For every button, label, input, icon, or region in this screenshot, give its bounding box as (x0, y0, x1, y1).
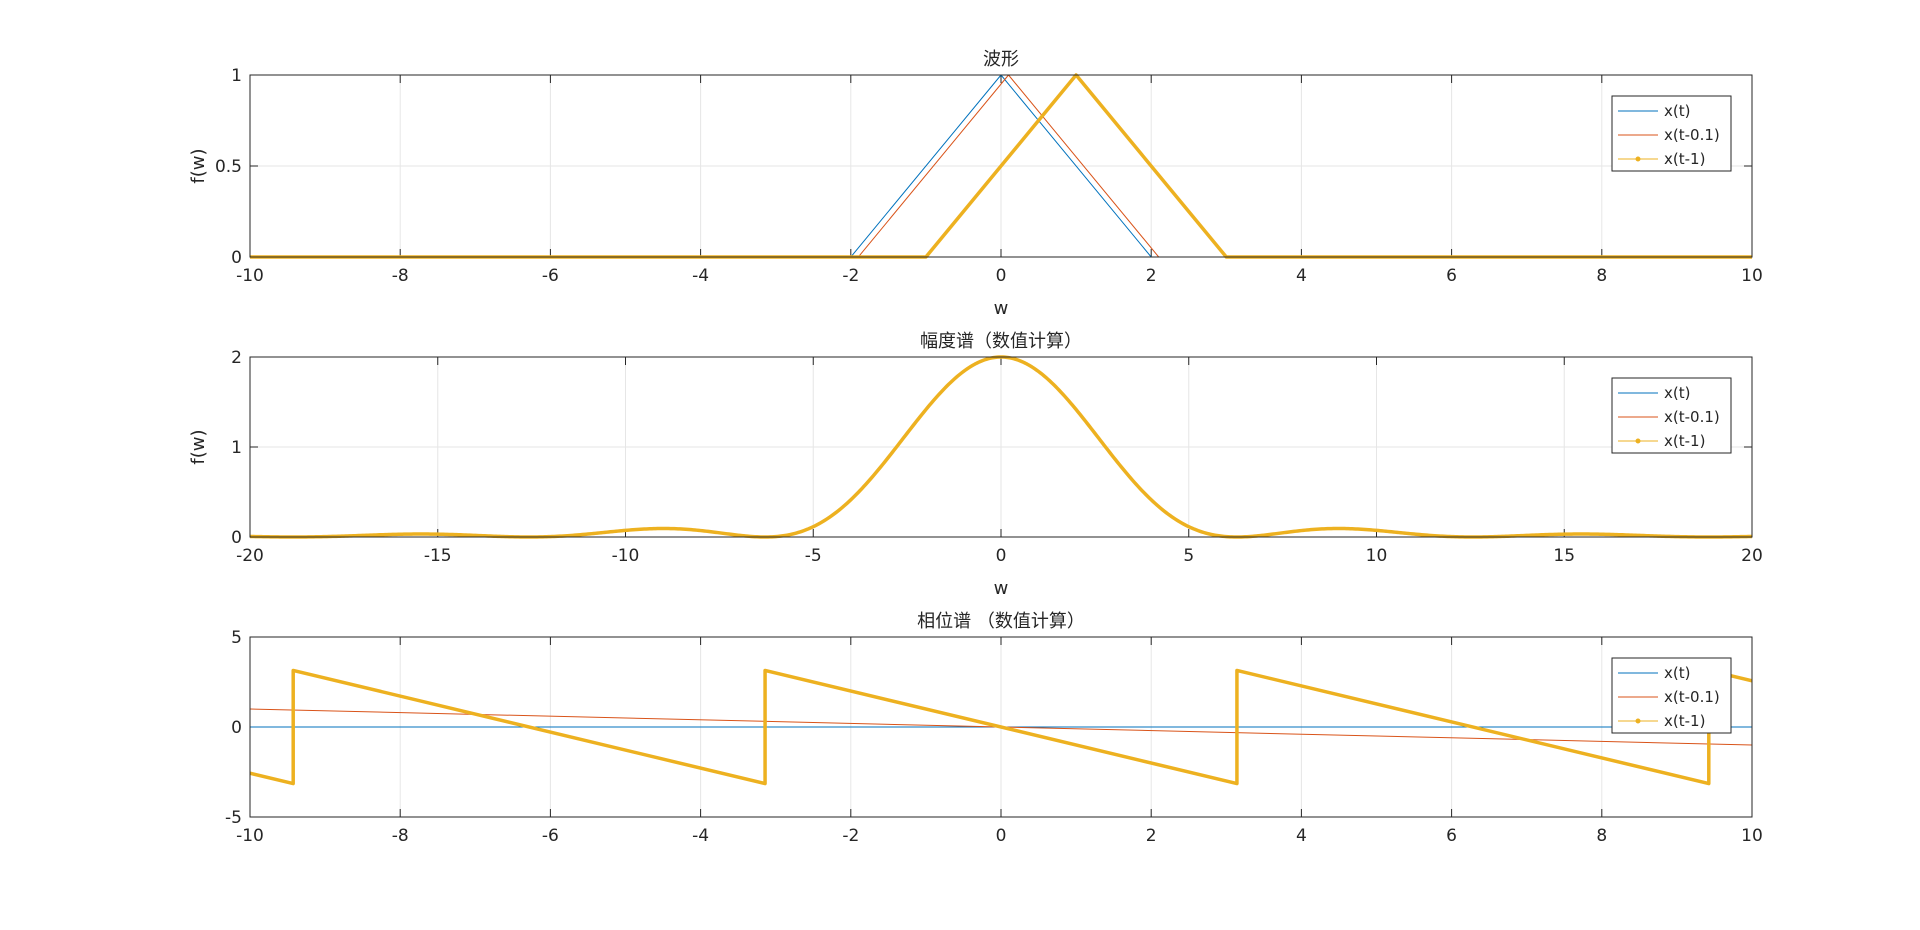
x-tick-label: 15 (1553, 546, 1575, 566)
x-tick-label: 8 (1596, 266, 1607, 286)
y-tick-label: 2 (231, 348, 242, 368)
x-tick-label: 6 (1446, 826, 1457, 846)
y-axis-label: f(w) (188, 148, 209, 183)
legend-entry: x(t-1) (1664, 432, 1705, 450)
y-tick-label: -5 (225, 808, 242, 828)
x-tick-label: -20 (236, 546, 264, 566)
x-tick-label: -10 (236, 826, 264, 846)
x-tick-label: -10 (236, 266, 264, 286)
y-tick-label: 1 (231, 66, 242, 86)
x-tick-label: -4 (692, 266, 709, 286)
y-tick-label: 5 (231, 628, 242, 648)
x-tick-label: -8 (392, 826, 409, 846)
subplot-2: -20 -15 -10 -5 0 5 10 15 20 0 1 2 幅度谱（数值计算） w f(w) x(t)… (188, 331, 1763, 599)
x-tick-label: 4 (1296, 266, 1307, 286)
subplot-3: -10 -8 -6 -4 -2 0 2 4 6 8 10 -5 0 5 相位谱 （数值计算） x(t) x(t-… (225, 611, 1763, 846)
x-axis-label: w (994, 578, 1009, 599)
legend-marker (1635, 156, 1641, 162)
axes-box (249, 74, 1753, 258)
legend-marker (1635, 438, 1641, 444)
legend-entry: x(t-0.1) (1664, 408, 1720, 426)
x-tick-label: 0 (996, 546, 1007, 566)
x-tick-label: 10 (1741, 266, 1763, 286)
x-tick-label: 2 (1146, 266, 1157, 286)
y-tick-label: 0.5 (215, 157, 242, 177)
y-tick-label: 1 (231, 438, 242, 458)
x-tick-label: 0 (996, 826, 1007, 846)
legend: x(t) x(t-0.1) x(t-1) (1611, 377, 1732, 454)
legend: x(t) x(t-0.1) x(t-1) (1611, 95, 1732, 172)
plot-title: 波形 (983, 49, 1019, 70)
x-tick-label: 20 (1741, 546, 1763, 566)
x-axis-label: w (994, 298, 1009, 319)
legend-marker (1635, 718, 1641, 724)
x-tick-label: 10 (1741, 826, 1763, 846)
x-tick-label: -2 (842, 266, 859, 286)
x-tick-label: -10 (612, 546, 640, 566)
legend-entry: x(t) (1664, 384, 1690, 402)
legend-entry: x(t-1) (1664, 712, 1705, 730)
x-tick-label: 8 (1596, 826, 1607, 846)
x-tick-label: 5 (1183, 546, 1194, 566)
legend-entry: x(t-0.1) (1664, 688, 1720, 706)
x-tick-label: -15 (424, 546, 452, 566)
x-tick-label: -5 (805, 546, 822, 566)
legend: x(t) x(t-0.1) x(t-1) (1611, 657, 1732, 734)
y-tick-label: 0 (231, 528, 242, 548)
y-tick-label: 0 (231, 248, 242, 268)
x-tick-label: -2 (842, 826, 859, 846)
legend-entry: x(t) (1664, 664, 1690, 682)
subplot-1: -10 -8 -6 -4 -2 0 2 4 6 8 10 0 0.5 1 波形 w f(w) x(t) x(t-0.… (188, 49, 1763, 319)
legend-entry: x(t) (1664, 102, 1690, 120)
y-tick-label: 0 (231, 718, 242, 738)
plot-title: 相位谱 （数值计算） (917, 611, 1085, 632)
axes-box (249, 356, 1753, 538)
y-axis-label: f(w) (188, 429, 209, 464)
x-tick-label: -6 (542, 826, 559, 846)
x-tick-label: 10 (1366, 546, 1388, 566)
plot-title: 幅度谱（数值计算） (920, 331, 1082, 352)
axes-box (249, 636, 1753, 818)
x-tick-label: 2 (1146, 826, 1157, 846)
x-tick-label: -8 (392, 266, 409, 286)
x-tick-label: -6 (542, 266, 559, 286)
x-tick-label: -4 (692, 826, 709, 846)
x-tick-label: 0 (996, 266, 1007, 286)
x-tick-label: 6 (1446, 266, 1457, 286)
x-tick-label: 4 (1296, 826, 1307, 846)
legend-entry: x(t-0.1) (1664, 126, 1720, 144)
legend-entry: x(t-1) (1664, 150, 1705, 168)
